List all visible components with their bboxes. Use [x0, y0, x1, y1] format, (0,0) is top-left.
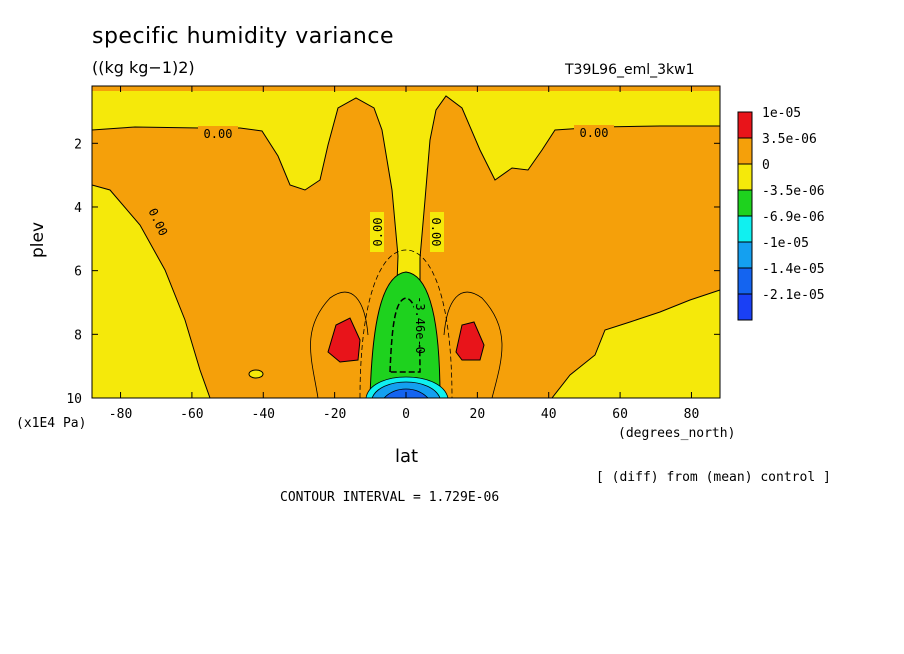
legend-label: -6.9e-06: [762, 210, 825, 225]
dashed-contour: [359, 249, 453, 399]
contour-label-bg: [430, 212, 444, 252]
x-tick-label: 80: [684, 407, 700, 422]
red-core-north: [455, 321, 485, 361]
contour-label: 0.00: [204, 127, 233, 141]
legend-label: 1e-05: [762, 106, 801, 121]
legend-label: -2.1e-05: [762, 288, 825, 303]
x-tick-label: -60: [180, 407, 203, 422]
y-axis-unit: (x1E4 Pa): [16, 416, 87, 431]
y-tick-label: 6: [74, 265, 82, 280]
legend-swatch: [737, 189, 753, 217]
axes: -80 -60 -40 -20 0 20 40 60 80 2 4 6 8 10: [66, 85, 721, 422]
legend-label: 0: [762, 158, 770, 173]
legend-swatch: [737, 241, 753, 269]
contour-label: 0.00: [371, 218, 385, 247]
x-tick-label: -20: [323, 407, 346, 422]
contour-label-bg: [414, 305, 428, 345]
contour-line: [310, 291, 369, 399]
x-tick-label: 60: [612, 407, 628, 422]
y-axis-label: plev: [28, 221, 48, 258]
contour-label-bg: [198, 126, 238, 140]
chart-title: specific humidity variance: [92, 24, 394, 49]
legend-swatch: [737, 163, 753, 191]
legend-label: -1.4e-05: [762, 262, 825, 277]
x-tick-label: 40: [541, 407, 557, 422]
y-tick-label: 2: [74, 137, 82, 152]
run-label: T39L96_eml_3kw1: [565, 62, 695, 78]
legend-label: -1e-05: [762, 236, 809, 251]
x-axis-unit: (degrees_north): [618, 426, 736, 441]
contour-label-bg: [370, 212, 384, 252]
red-core-south: [327, 317, 361, 363]
legend-swatch: [737, 111, 753, 139]
legend-label: 3.5e-06: [762, 132, 817, 147]
legend-swatch: [737, 267, 753, 295]
legend-swatch: [737, 293, 753, 321]
x-tick-label: -40: [252, 407, 275, 422]
contour-label-bg: [144, 200, 174, 243]
contour-label: 0.00: [580, 126, 609, 140]
contour-label: 0.00: [429, 218, 443, 247]
negative-region-green: [369, 271, 441, 399]
y-tick-label: 10: [66, 392, 82, 407]
x-axis-label: lat: [395, 446, 419, 467]
contour-label-bg: [574, 125, 614, 139]
colorbar-legend: 1e-05 3.5e-06 0 -3.5e-06 -6.9e-06 -1e-05 -1.4e…: [737, 106, 825, 321]
legend-label: -3.5e-06: [762, 184, 825, 199]
contour-line: [443, 291, 503, 399]
legend-swatch: [737, 215, 753, 243]
contour-label: -3.46e-0: [413, 296, 427, 354]
x-tick-label: 0: [402, 407, 410, 422]
x-tick-label: 20: [470, 407, 486, 422]
legend-swatch: [737, 137, 753, 165]
yellow-blob: [248, 369, 264, 379]
chart-units: ((kg kg−1)2): [92, 58, 195, 77]
y-tick-label: 4: [74, 201, 82, 216]
x-tick-label: -80: [109, 407, 132, 422]
contour-interval: CONTOUR INTERVAL = 1.729E-06: [280, 490, 500, 505]
contour-field: [91, 86, 721, 399]
y-tick-label: 8: [74, 328, 82, 343]
diff-note: [ (diff) from (mean) control ]: [596, 470, 831, 485]
